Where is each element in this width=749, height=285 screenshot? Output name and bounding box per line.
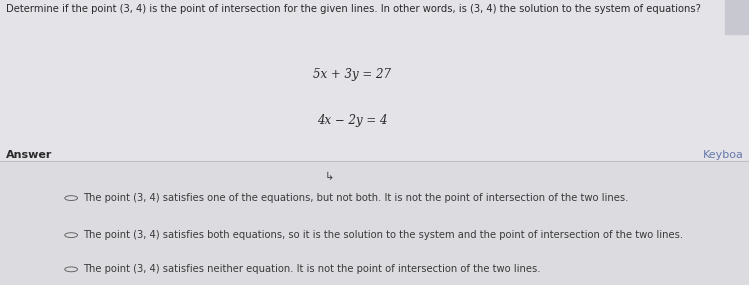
Bar (0, 0, 749, 161)
Text: The point (3, 4) satisfies both equations, so it is the solution to the system a: The point (3, 4) satisfies both equation… (83, 230, 683, 240)
Text: Answer: Answer (6, 150, 52, 160)
Text: The point (3, 4) satisfies one of the equations, but not both. It is not the poi: The point (3, 4) satisfies one of the eq… (83, 193, 628, 203)
Bar (0, 161, 749, 285)
Text: Determine if the point (3, 4) is the point of intersection for the given lines. : Determine if the point (3, 4) is the poi… (6, 4, 701, 14)
Text: The point (3, 4) satisfies neither equation. It is not the point of intersection: The point (3, 4) satisfies neither equat… (83, 264, 541, 274)
Text: ↳: ↳ (325, 172, 334, 182)
Text: Keyboa: Keyboa (703, 150, 744, 160)
Text: 5x + 3y = 27: 5x + 3y = 27 (313, 68, 391, 82)
Bar (725, 0, 749, 34)
Text: 4x − 2y = 4: 4x − 2y = 4 (317, 114, 387, 127)
